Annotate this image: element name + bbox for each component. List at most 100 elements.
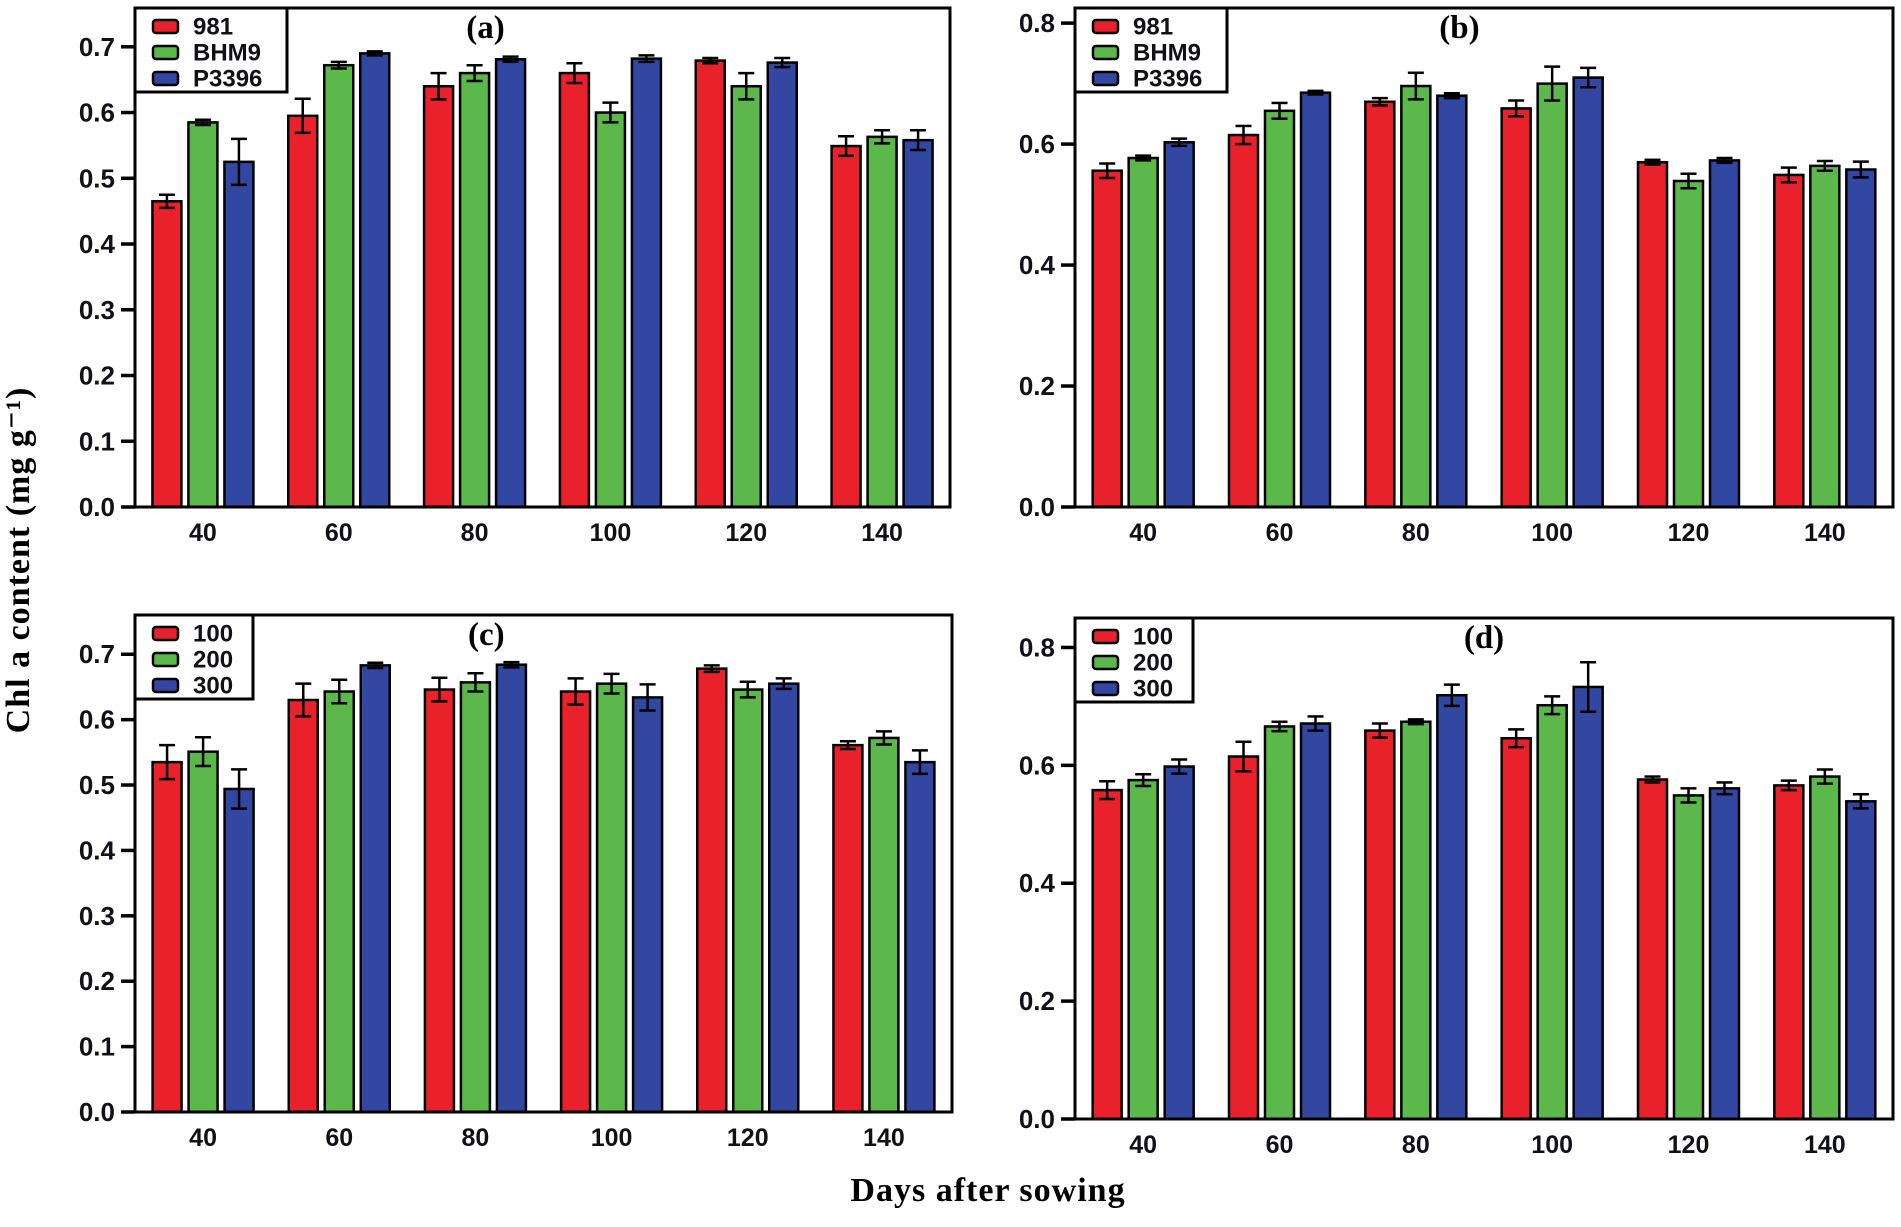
legend-swatch [151, 18, 180, 35]
y-tick-label: 0.8 [1019, 8, 1055, 38]
bar [1364, 100, 1396, 509]
bar [730, 84, 762, 509]
bar [1708, 159, 1741, 509]
legend-label: 200 [1133, 650, 1173, 677]
bar [323, 690, 355, 1114]
x-tick-label: 40 [189, 519, 217, 547]
bar [287, 114, 319, 509]
x-tick-label: 140 [1804, 519, 1846, 547]
bar [458, 71, 491, 509]
panel-b: 0.0 0.2 0.4 0.6 0.8 40 60 80 100 120 140 981 BHM9 P33… [995, 0, 1901, 575]
bar [768, 682, 800, 1114]
bar [594, 111, 627, 509]
bar [1263, 725, 1296, 1121]
legend-swatch [151, 70, 180, 87]
x-tick-label: 80 [1402, 1131, 1430, 1159]
bar [1536, 703, 1568, 1121]
bar [766, 61, 798, 509]
bar [1572, 685, 1604, 1121]
bar [558, 71, 591, 509]
bar [1845, 168, 1877, 509]
bar [1364, 729, 1396, 1121]
y-tick-label: 0.4 [79, 835, 116, 865]
x-tick-label: 120 [1668, 1131, 1710, 1159]
bar [422, 84, 455, 509]
x-tick-label: 40 [1129, 1131, 1157, 1159]
bar [494, 58, 527, 509]
legend-label: P3396 [193, 66, 262, 93]
x-tick-label: 120 [725, 519, 767, 547]
x-tick-label: 100 [1531, 519, 1573, 547]
x-tick-label: 60 [1266, 519, 1294, 547]
x-tick-label: 140 [1804, 1131, 1846, 1159]
panel-a: 0.0 0.1 0.2 0.3 0.4 0.5 0.6 0.7 40 60 80 100 120 140 9… [55, 0, 960, 575]
legend-swatch [1091, 18, 1120, 35]
bar [495, 663, 528, 1114]
bar [1773, 784, 1805, 1121]
x-tick-label: 140 [863, 1124, 905, 1152]
x-tick-label: 60 [1266, 1131, 1294, 1159]
y-axis-title: Chl a content (mg g⁻¹) [0, 386, 37, 734]
x-tick-label: 40 [1129, 519, 1157, 547]
bar [1672, 794, 1705, 1121]
y-tick-label: 0.4 [1019, 868, 1056, 898]
bar [694, 59, 726, 509]
legend-swatch [1091, 680, 1120, 697]
panel-letter: (d) [1464, 620, 1504, 656]
bar [866, 135, 898, 509]
bar [423, 688, 456, 1114]
bar [1773, 173, 1805, 509]
legend-label: BHM9 [1133, 40, 1201, 67]
legend-swatch [1091, 44, 1120, 61]
bar [1572, 76, 1604, 509]
panel-letter: (c) [468, 617, 505, 653]
y-tick-label: 0.6 [1019, 129, 1055, 159]
bar [359, 52, 391, 509]
x-tick-label: 80 [461, 519, 489, 547]
bar [359, 664, 391, 1114]
bar [630, 57, 663, 509]
x-tick-label: 100 [1531, 1131, 1573, 1159]
plot-border [1073, 616, 1895, 1121]
legend-label: 981 [193, 14, 233, 41]
panel-b-chart: 0.0 0.2 0.4 0.6 0.8 40 60 80 100 120 140 981BHM9P33… [1019, 6, 1895, 547]
legend-swatch [1091, 654, 1120, 671]
x-tick-label: 80 [1402, 519, 1430, 547]
y-tick-label: 0.6 [79, 705, 115, 735]
panel-letter: (b) [1439, 10, 1479, 46]
x-tick-label: 100 [591, 1124, 633, 1152]
bar [1845, 800, 1877, 1121]
y-tick-label: 0.8 [1019, 632, 1055, 662]
legend-swatch [1091, 628, 1120, 645]
y-tick-label: 0.0 [79, 1097, 115, 1127]
legend-label: P3396 [1133, 66, 1202, 93]
x-tick-label: 140 [861, 519, 903, 547]
plot-border [133, 613, 954, 1114]
y-tick-label: 0.5 [79, 770, 115, 800]
bar [1127, 156, 1159, 509]
x-axis-title: Days after sowing [850, 1172, 1126, 1209]
bar [1500, 736, 1532, 1121]
bar [1227, 755, 1260, 1121]
y-tick-label: 0.0 [1019, 492, 1055, 522]
bar [830, 144, 862, 509]
bar [1127, 778, 1159, 1121]
bar [696, 667, 728, 1114]
x-tick-label: 40 [189, 1124, 217, 1152]
y-tick-label: 0.6 [79, 98, 115, 128]
legend-label: 300 [1133, 676, 1173, 703]
y-tick-label: 0.2 [79, 966, 115, 996]
legend-swatch [151, 44, 180, 61]
y-tick-label: 0.2 [79, 361, 115, 391]
legend-swatch [151, 651, 180, 668]
bar [631, 696, 664, 1114]
bar [1091, 788, 1123, 1121]
bar [1708, 787, 1741, 1121]
bar [1436, 693, 1468, 1121]
bar [287, 698, 319, 1114]
bar [868, 736, 900, 1114]
panel-c-chart: 0.0 0.1 0.2 0.3 0.4 0.5 0.6 0.7 40 60 80 100 120 140 1… [79, 613, 954, 1152]
y-tick-label: 0.0 [79, 492, 115, 522]
legend-label: 300 [193, 673, 233, 700]
